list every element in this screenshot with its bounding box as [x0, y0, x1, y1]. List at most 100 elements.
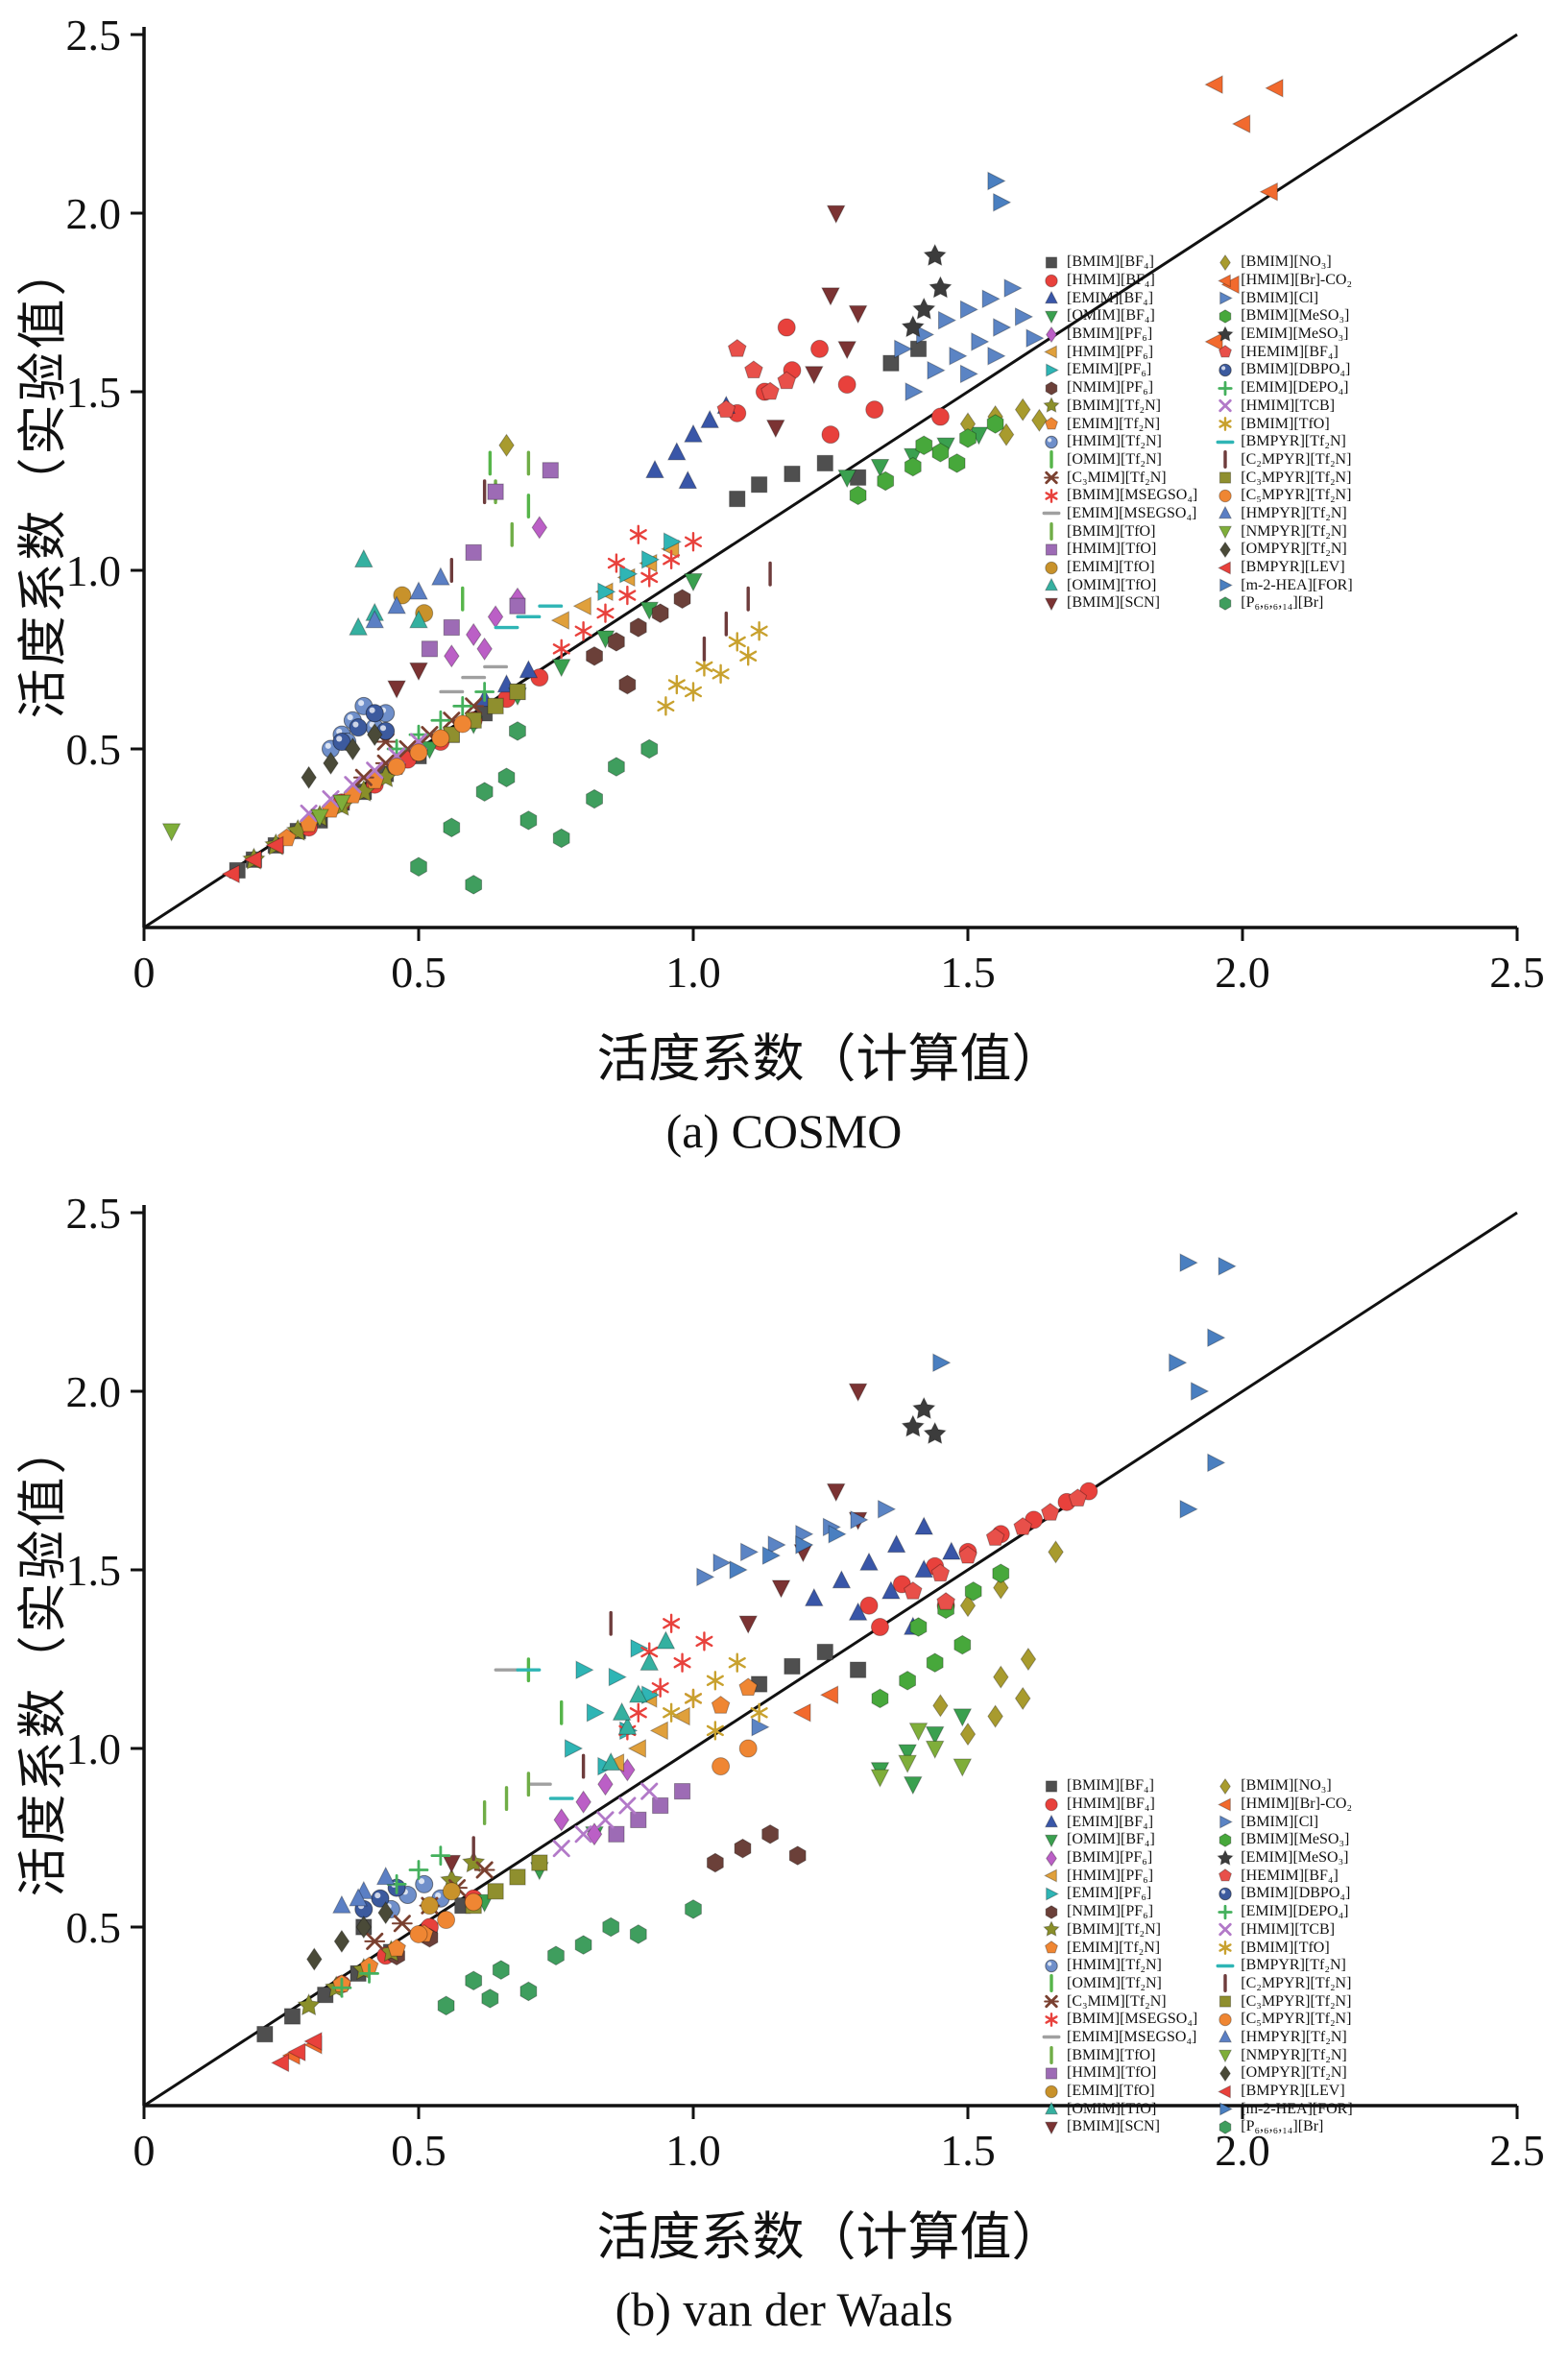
- scatter-point: [652, 1796, 669, 1815]
- scatter-point: [444, 644, 460, 668]
- scatter-point: [871, 1688, 889, 1709]
- scatter-point: [959, 1723, 977, 1747]
- scatter-point: [926, 1652, 944, 1673]
- scatter-point: [387, 680, 406, 699]
- legend-item-label: [HMIM][PF₆]: [1067, 343, 1154, 360]
- legend-item: [HMIM][TfO]: [1039, 541, 1197, 559]
- legend-item-label: [NMPYR][Tf₂N]: [1241, 2046, 1347, 2063]
- scatter-point: [1044, 290, 1059, 304]
- scatter-point: [1218, 1904, 1233, 1919]
- scatter-point: [901, 1414, 925, 1437]
- x-tick-label: 2.5: [1489, 948, 1545, 997]
- scatter-point: [734, 1838, 752, 1859]
- y-axis-label: 活度系数（实验值）: [16, 1421, 72, 1897]
- scatter-point: [761, 1824, 779, 1844]
- legend-item-label: [HMIM][Tf₂N]: [1067, 433, 1162, 450]
- legend-marker-icon: [1218, 596, 1232, 611]
- scatter-point: [881, 1580, 901, 1600]
- legend-item: [EMIM][TfO]: [1039, 559, 1197, 577]
- scatter-point: [929, 276, 953, 299]
- scatter-point: [1219, 471, 1232, 484]
- scatter-point: [1218, 506, 1233, 519]
- scatter-point: [1218, 417, 1232, 431]
- scatter-point: [271, 2053, 290, 2073]
- scatter-point: [639, 1651, 660, 1671]
- x-tick-label: 0: [133, 948, 156, 997]
- legend-item: [HMIM][PF₆]: [1039, 343, 1197, 361]
- scatter-point: [792, 1702, 811, 1723]
- legend-item: [EMIM][Tf₂N]: [1039, 1939, 1197, 1957]
- legend-item: [OMIM][Tf₂N]: [1039, 1974, 1197, 1993]
- scatter-point: [821, 287, 840, 306]
- legend-item: [BMIM][TfO]: [1213, 415, 1352, 433]
- legend-item: [BMIM][SCN]: [1039, 594, 1197, 613]
- legend-item: [OMIM][BF₄]: [1039, 1831, 1197, 1849]
- scatter-point: [331, 1977, 352, 1998]
- scatter-point: [949, 346, 968, 366]
- scatter-point: [729, 1560, 748, 1579]
- legend-item-label: [BMIM][NO₃]: [1241, 1777, 1332, 1795]
- legend-item-label: [EMIM][BF₄]: [1067, 289, 1154, 306]
- scatter-point: [877, 470, 895, 492]
- legend-marker-icon: [1219, 291, 1234, 305]
- scatter-point: [310, 808, 329, 828]
- scatter-point: [751, 1717, 770, 1737]
- scatter-point: [465, 1970, 483, 1991]
- scatter-point: [1043, 397, 1060, 414]
- legend-marker-icon: [1219, 578, 1234, 592]
- series-m2hea_for: [987, 171, 1012, 212]
- scatter-point: [788, 1845, 807, 1866]
- scatter-point: [437, 1911, 456, 1930]
- legend-item-label: [EMIM][BF₄]: [1067, 1813, 1154, 1830]
- legend-marker-icon: [1218, 345, 1233, 358]
- scatter-point: [553, 1808, 570, 1832]
- series-c2mpyr_tf2n: [449, 479, 772, 662]
- legend-item: [HMIM][Tf₂N]: [1039, 1957, 1197, 1975]
- legend-item: [m-2-HEA][FOR]: [1213, 576, 1353, 594]
- scatter-point: [1045, 1797, 1058, 1811]
- scatter-point: [1045, 1940, 1058, 1954]
- legend-marker-icon: [1218, 1833, 1232, 1847]
- scatter-point: [870, 1769, 890, 1788]
- legend-item: [BMIM][SCN]: [1039, 2118, 1197, 2136]
- legend-marker-icon: [1044, 1834, 1059, 1848]
- series-bmim_cl: [894, 278, 1045, 401]
- scatter-point: [663, 549, 681, 570]
- scatter-point: [287, 2042, 306, 2062]
- legend-item: [HMIM][Br]-CO₂: [1213, 1796, 1352, 1814]
- scatter-point: [1169, 1353, 1188, 1373]
- legend-item: [NMPYR][Tf₂N]: [1213, 2046, 1352, 2064]
- scatter-point: [1015, 307, 1034, 326]
- series-nmpyr_tf2n: [870, 1723, 973, 1788]
- legend-item: [BMIM][Tf₂N]: [1039, 397, 1197, 416]
- legend-marker-icon: [1218, 2120, 1232, 2134]
- scatter-point: [959, 1594, 977, 1618]
- scatter-point: [959, 364, 978, 384]
- scatter-point: [1044, 1868, 1057, 1883]
- legend-item-label: [BMIM][DBPO₄]: [1241, 1885, 1351, 1902]
- scatter-point: [364, 1932, 386, 1950]
- legend-marker-icon: [1218, 380, 1233, 396]
- scatter-point: [1041, 1503, 1060, 1521]
- scatter-point: [1219, 253, 1232, 272]
- legend-item-label: [C₂MPYR][Tf₂N]: [1241, 450, 1352, 468]
- legend-item-label: [NMIM][PF₆]: [1067, 379, 1154, 397]
- scatter-point: [993, 1665, 1009, 1689]
- legend-item-label: [BMIM][SCN]: [1067, 594, 1160, 612]
- scatter-point: [859, 1552, 879, 1571]
- scatter-point: [1044, 1814, 1059, 1828]
- legend-item-label: [HEMIM][BF₄]: [1241, 343, 1339, 360]
- scatter-point: [728, 632, 746, 652]
- series-emim_bf4: [474, 395, 736, 708]
- scatter-point: [1218, 345, 1233, 358]
- scatter-point: [771, 1579, 791, 1599]
- scatter-point: [574, 1825, 592, 1844]
- y-tick-label: 1.0: [66, 546, 122, 595]
- x-axis-label: 活度系数（计算值）: [596, 1030, 1064, 1088]
- legend-item: [C₂MPYR][Tf₂N]: [1213, 1974, 1352, 1993]
- series-omim_bf4: [474, 1708, 973, 1913]
- scatter-point: [953, 1758, 973, 1777]
- legend-item: [EMIM][PF₆]: [1039, 1885, 1197, 1903]
- scatter-point: [684, 1688, 703, 1709]
- scatter-point: [684, 573, 703, 592]
